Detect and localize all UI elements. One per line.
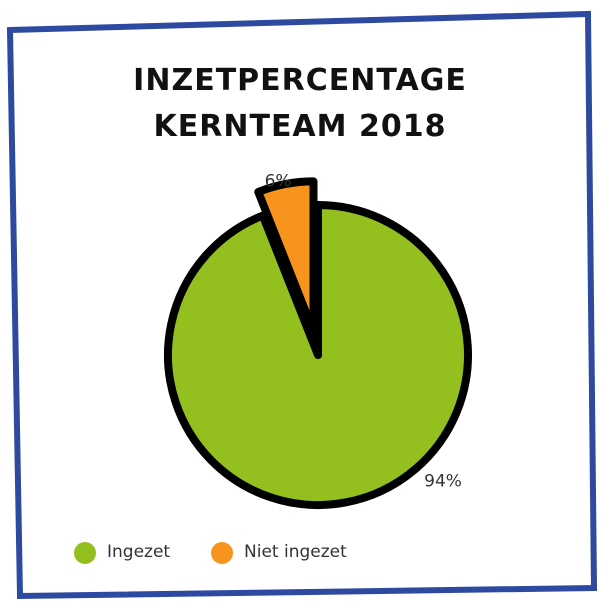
pie-slice bbox=[164, 201, 472, 509]
value-label: 94% bbox=[424, 472, 462, 492]
legend-swatch bbox=[211, 542, 233, 564]
chart-title: INZETPERCENTAGE KERNTEAM 2018 bbox=[133, 63, 467, 144]
pie-slice bbox=[254, 177, 318, 336]
legend-label: Ingezet bbox=[107, 542, 170, 562]
value-label: 6% bbox=[265, 172, 292, 192]
legend-label: Niet ingezet bbox=[244, 542, 347, 562]
legend-swatch bbox=[74, 542, 96, 564]
